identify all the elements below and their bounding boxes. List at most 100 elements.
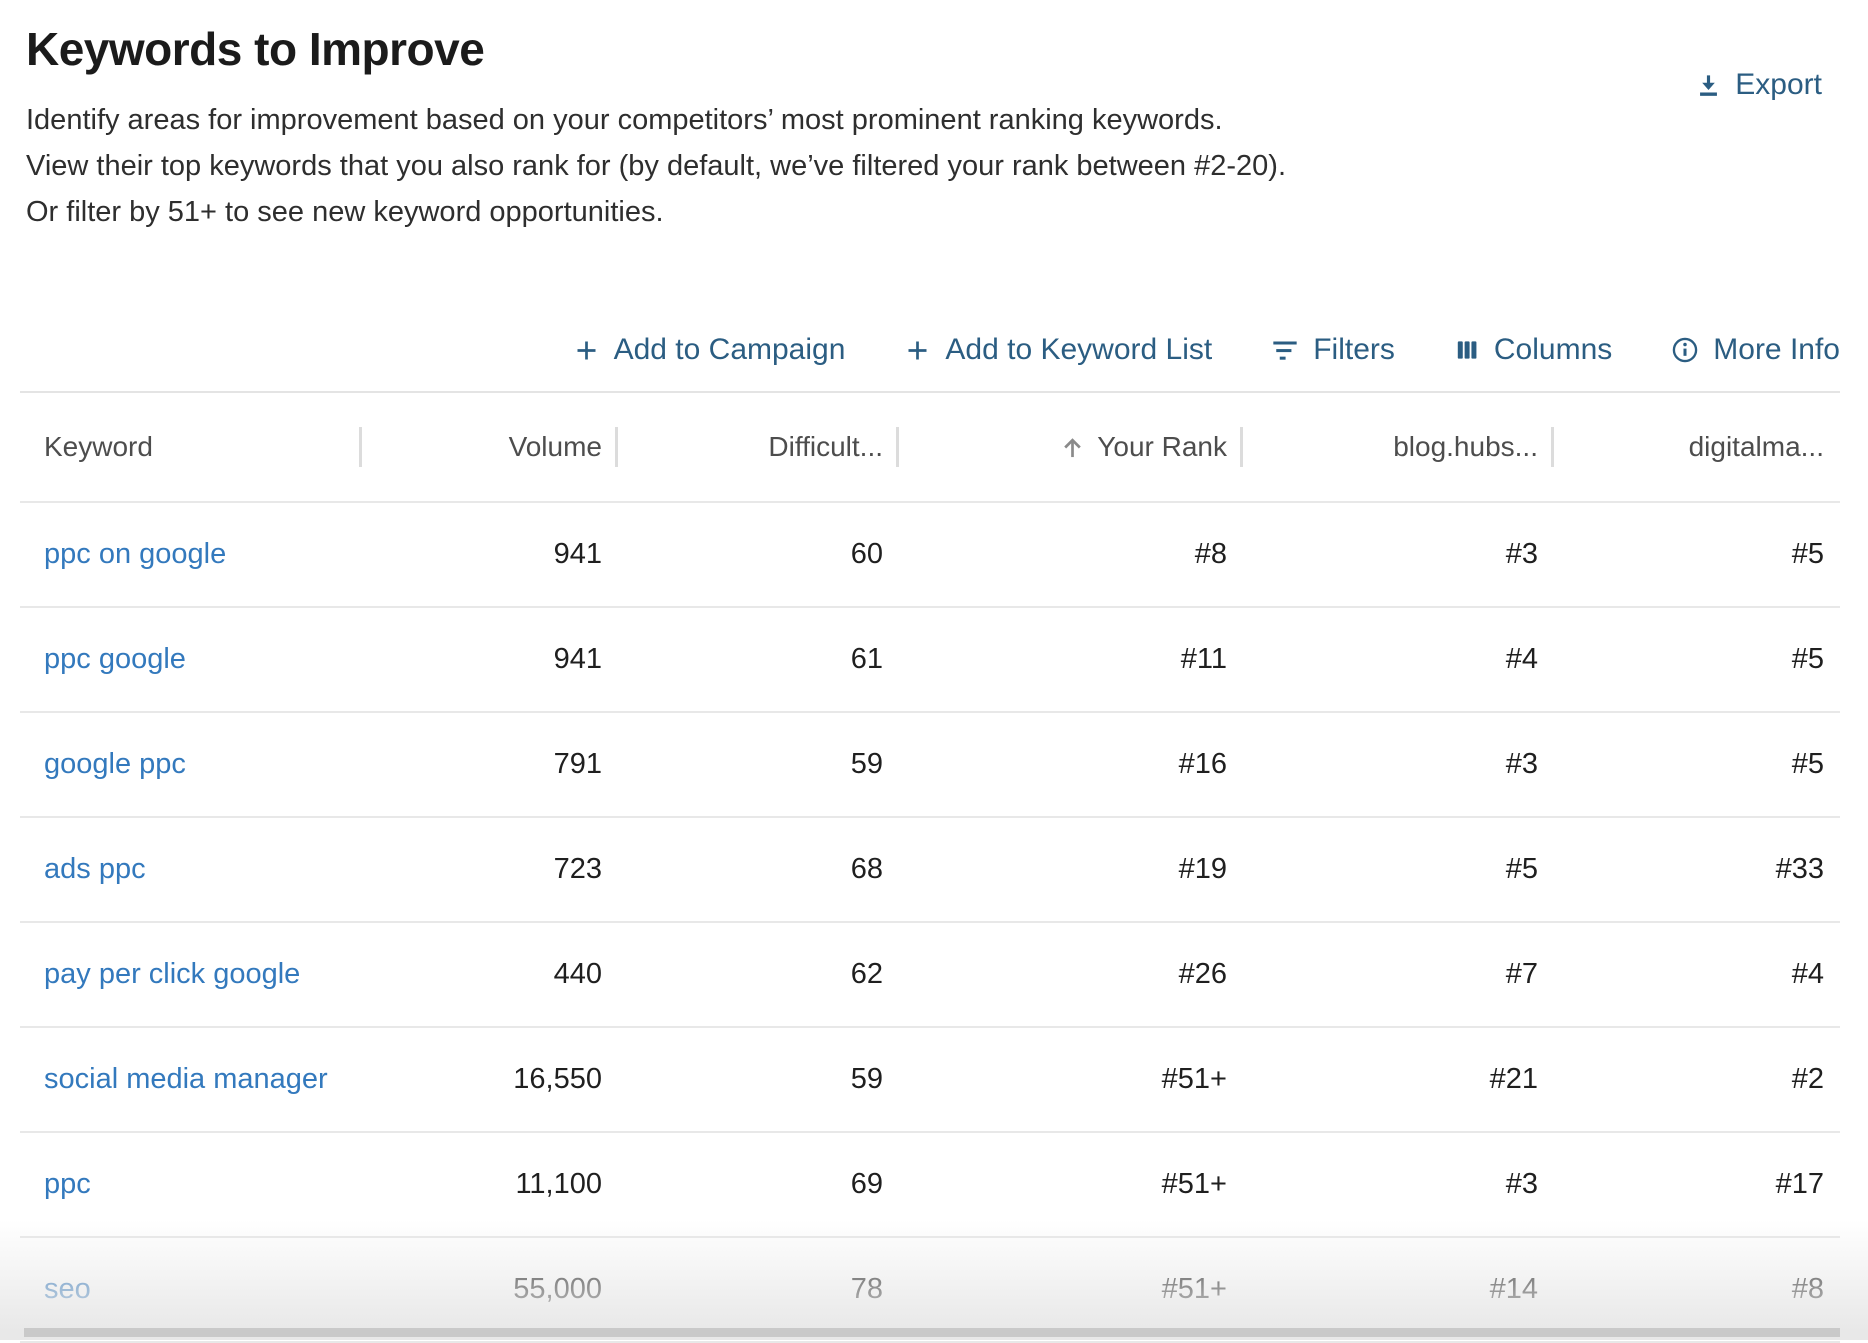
columns-label: Columns xyxy=(1493,333,1613,366)
description-line: View their top keywords that you also ra… xyxy=(26,150,1286,182)
table-row: google ppc 791 59 #16 #3 #5 xyxy=(20,713,1840,818)
competitor-2-rank-cell: #17 xyxy=(1775,1168,1824,1200)
volume-cell: 941 xyxy=(553,538,602,570)
column-divider xyxy=(1551,427,1554,467)
horizontal-scrollbar[interactable] xyxy=(24,1328,1840,1337)
competitor-2-rank-cell: #2 xyxy=(1791,1063,1824,1095)
plus-icon xyxy=(904,337,931,364)
keyword-cell: pay per click google xyxy=(20,958,362,991)
columns-button[interactable]: Columns xyxy=(1454,333,1612,367)
keyword-cell: ppc on google xyxy=(20,538,362,571)
your-rank-cell: #16 xyxy=(1178,748,1227,780)
keyword-cell: ppc xyxy=(20,1168,362,1201)
keyword-link[interactable]: ppc google xyxy=(44,643,186,675)
keyword-link[interactable]: pay per click google xyxy=(44,958,301,990)
column-header-volume[interactable]: Volume xyxy=(362,393,618,501)
info-icon xyxy=(1671,336,1699,364)
column-divider xyxy=(615,427,618,467)
column-divider xyxy=(896,427,899,467)
keyword-link[interactable]: ppc xyxy=(44,1168,91,1200)
column-header-label: Keyword xyxy=(44,431,153,462)
competitor-1-rank-cell: #3 xyxy=(1505,1168,1538,1200)
keyword-cell: seo xyxy=(20,1273,362,1306)
column-header-label: Volume xyxy=(508,431,602,462)
competitor-1-rank-cell: #5 xyxy=(1505,853,1538,885)
difficulty-cell: 69 xyxy=(850,1168,883,1200)
plus-icon xyxy=(573,337,600,364)
your-rank-cell: #11 xyxy=(1180,643,1227,675)
column-header-label: Difficult... xyxy=(768,431,883,462)
add-to-campaign-label: Add to Campaign xyxy=(613,333,846,366)
table-row: ads ppc 723 68 #19 #5 #33 xyxy=(20,818,1840,923)
keyword-link[interactable]: seo xyxy=(44,1273,91,1305)
description-line: Or filter by 51+ to see new keyword oppo… xyxy=(26,196,664,228)
column-header-label: blog.hubs... xyxy=(1393,431,1538,462)
competitor-2-rank-cell: #5 xyxy=(1791,538,1824,570)
add-to-keyword-list-label: Add to Keyword List xyxy=(945,333,1213,366)
column-header-your-rank[interactable]: Your Rank xyxy=(899,393,1243,501)
your-rank-cell: #19 xyxy=(1178,853,1227,885)
keyword-link[interactable]: social media manager xyxy=(44,1063,328,1095)
add-to-keyword-list-button[interactable]: Add to Keyword List xyxy=(904,333,1212,367)
keyword-link[interactable]: ppc on google xyxy=(44,538,227,570)
your-rank-cell: #51+ xyxy=(1161,1273,1227,1305)
difficulty-cell: 61 xyxy=(850,643,883,675)
keyword-cell: ads ppc xyxy=(20,853,362,886)
column-header-keyword[interactable]: Keyword xyxy=(20,393,362,501)
column-header-competitor-2[interactable]: digitalma... xyxy=(1554,393,1840,501)
volume-cell: 440 xyxy=(553,958,602,990)
competitor-1-rank-cell: #14 xyxy=(1489,1273,1538,1305)
keyword-cell: google ppc xyxy=(20,748,362,781)
competitor-1-rank-cell: #4 xyxy=(1505,643,1538,675)
column-header-label: Your Rank xyxy=(1097,431,1227,462)
add-to-campaign-button[interactable]: Add to Campaign xyxy=(573,333,846,367)
column-header-competitor-1[interactable]: blog.hubs... xyxy=(1243,393,1554,501)
download-icon xyxy=(1695,72,1722,99)
table-body: ppc on google 941 60 #8 #3 #5 ppc google… xyxy=(20,503,1840,1343)
difficulty-cell: 59 xyxy=(850,748,883,780)
sort-ascending-icon xyxy=(1059,434,1086,461)
table-header-row: Keyword Volume Difficult... Your Rank bl… xyxy=(20,391,1840,503)
competitor-2-rank-cell: #4 xyxy=(1791,958,1824,990)
difficulty-cell: 62 xyxy=(850,958,883,990)
more-info-button[interactable]: More Info xyxy=(1671,333,1840,367)
difficulty-cell: 59 xyxy=(850,1063,883,1095)
table-row: pay per click google 440 62 #26 #7 #4 xyxy=(20,923,1840,1028)
page-header: Keywords to Improve Identify areas for i… xyxy=(0,24,1868,235)
volume-cell: 55,000 xyxy=(513,1273,602,1305)
filters-label: Filters xyxy=(1313,333,1395,366)
column-divider xyxy=(359,427,362,467)
table-row: ppc google 941 61 #11 #4 #5 xyxy=(20,608,1840,713)
volume-cell: 16,550 xyxy=(513,1063,602,1095)
columns-icon xyxy=(1454,337,1480,363)
page-description: Identify areas for improvement based on … xyxy=(26,97,1840,235)
table-row: ppc on google 941 60 #8 #3 #5 xyxy=(20,503,1840,608)
competitor-2-rank-cell: #8 xyxy=(1791,1273,1824,1305)
filters-button[interactable]: Filters xyxy=(1271,333,1395,367)
difficulty-cell: 68 xyxy=(850,853,883,885)
description-line: Identify areas for improvement based on … xyxy=(26,104,1223,136)
column-header-difficulty[interactable]: Difficult... xyxy=(618,393,899,501)
keyword-link[interactable]: ads ppc xyxy=(44,853,146,885)
volume-cell: 11,100 xyxy=(515,1168,602,1200)
competitor-2-rank-cell: #5 xyxy=(1791,643,1824,675)
table-row: ppc 11,100 69 #51+ #3 #17 xyxy=(20,1133,1840,1238)
your-rank-cell: #51+ xyxy=(1161,1063,1227,1095)
competitor-2-rank-cell: #33 xyxy=(1775,853,1824,885)
competitor-2-rank-cell: #5 xyxy=(1791,748,1824,780)
keyword-cell: social media manager xyxy=(20,1063,362,1096)
competitor-1-rank-cell: #3 xyxy=(1505,748,1538,780)
volume-cell: 791 xyxy=(553,748,602,780)
keyword-cell: ppc google xyxy=(20,643,362,676)
column-header-label: digitalma... xyxy=(1688,431,1824,462)
page-title: Keywords to Improve xyxy=(26,23,485,75)
filter-icon xyxy=(1271,336,1299,364)
export-label: Export xyxy=(1735,68,1822,101)
volume-cell: 723 xyxy=(553,853,602,885)
keyword-link[interactable]: google ppc xyxy=(44,748,186,780)
more-info-label: More Info xyxy=(1713,333,1840,366)
difficulty-cell: 78 xyxy=(850,1273,883,1305)
export-button[interactable]: Export xyxy=(1695,68,1822,102)
table-toolbar: Add to Campaign Add to Keyword List Filt… xyxy=(573,327,1840,373)
keywords-table: Keyword Volume Difficult... Your Rank bl… xyxy=(20,391,1840,1343)
